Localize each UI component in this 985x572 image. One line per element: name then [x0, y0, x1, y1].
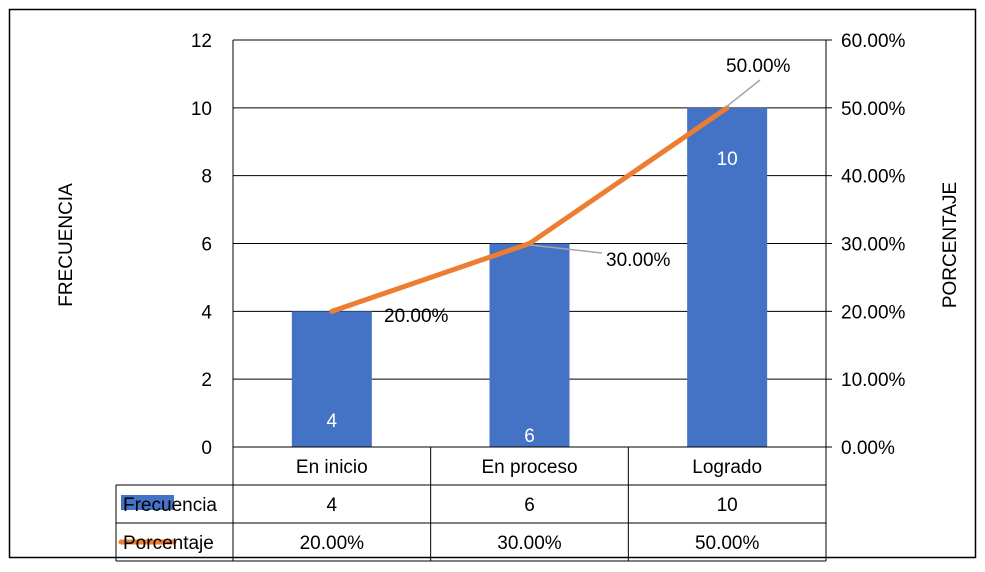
y-tick-label: 0 — [201, 438, 212, 459]
line-data-label: 20.00% — [384, 306, 449, 327]
y-tick-label: 4 — [201, 302, 212, 323]
bar-data-label: 6 — [524, 426, 535, 447]
category-label: En proceso — [481, 457, 577, 478]
legend-label: Porcentaje — [123, 533, 214, 554]
y-tick-label: 8 — [201, 167, 212, 188]
y2-tick-label: 20.00% — [841, 302, 906, 323]
y-tick-label: 2 — [201, 370, 212, 391]
y2-tick-label: 0.00% — [841, 438, 895, 459]
y-axis-title: FRECUENCIA — [56, 183, 77, 307]
y-tick-label: 10 — [191, 99, 212, 120]
y2-axis-title: PORCENTAJE — [940, 182, 961, 308]
y2-tick-label: 50.00% — [841, 99, 906, 120]
bar-data-label: 4 — [327, 411, 338, 432]
category-label: Logrado — [692, 457, 762, 478]
table-cell: 20.00% — [300, 533, 365, 554]
table-cell: 6 — [524, 495, 535, 516]
legend-label: Frecuencia — [123, 495, 217, 516]
y2-tick-label: 40.00% — [841, 167, 906, 188]
bar — [490, 244, 570, 448]
line-data-label: 50.00% — [726, 56, 791, 77]
y-tick-label: 6 — [201, 235, 212, 256]
table-cell: 30.00% — [497, 533, 562, 554]
table-cell: 4 — [327, 495, 338, 516]
y2-tick-label: 30.00% — [841, 235, 906, 256]
y2-tick-label: 60.00% — [841, 31, 906, 52]
y2-tick-label: 10.00% — [841, 370, 906, 391]
y-tick-label: 12 — [191, 31, 212, 52]
category-label: En inicio — [296, 457, 368, 478]
table-cell: 10 — [717, 495, 738, 516]
table-cell: 50.00% — [695, 533, 760, 554]
line-data-label: 30.00% — [606, 250, 671, 271]
bar-data-label: 10 — [717, 149, 738, 170]
